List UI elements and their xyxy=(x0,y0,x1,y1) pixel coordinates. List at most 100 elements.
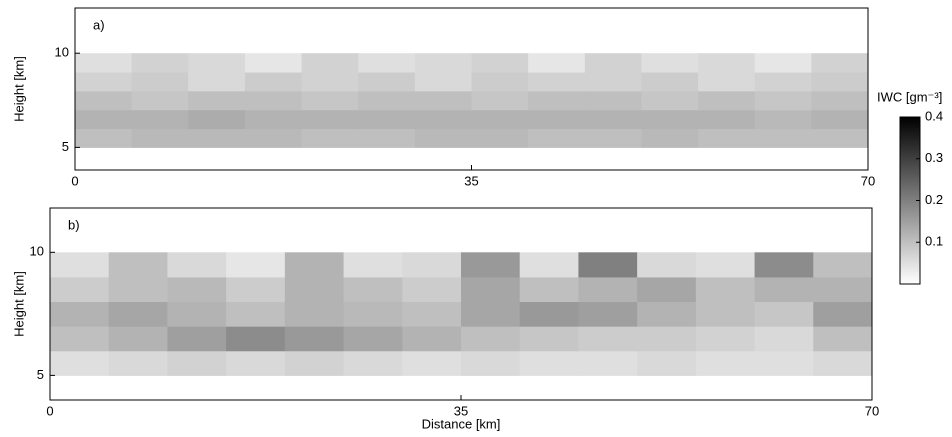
heatmap-cell xyxy=(528,53,586,73)
heatmap-cell xyxy=(528,72,586,92)
heatmap-cell xyxy=(813,301,873,327)
heatmap-cell xyxy=(698,128,756,148)
heatmap-cell xyxy=(414,53,472,73)
heatmap-cell xyxy=(461,326,521,352)
heatmap-cell xyxy=(811,128,869,148)
heatmap-cell xyxy=(284,252,345,278)
heatmap-cell xyxy=(131,72,189,92)
heatmap-cell xyxy=(301,128,359,148)
heatmap-cell xyxy=(754,109,812,130)
x-tick-label: 35 xyxy=(464,173,478,188)
heatmap-cell xyxy=(244,53,303,73)
heatmap-cell xyxy=(813,350,873,376)
colorbar-tick-label: 0.3 xyxy=(925,150,943,165)
heatmap-cell xyxy=(637,350,697,376)
heatmap-cell xyxy=(50,276,110,303)
y-tick-label: 5 xyxy=(62,139,69,154)
heatmap-cell xyxy=(284,350,345,376)
heatmap-cell xyxy=(108,276,168,303)
heatmap-cell xyxy=(698,90,756,111)
heatmap-cell xyxy=(698,72,756,92)
heatmap-cell xyxy=(188,53,246,73)
colorbar-tick-label: 0.4 xyxy=(925,108,943,123)
heatmap-cell xyxy=(284,301,345,327)
heatmap-cell xyxy=(75,72,133,92)
heatmap-cell xyxy=(519,276,579,303)
y-tick-label: 5 xyxy=(37,367,44,382)
heatmap-cell xyxy=(358,72,416,92)
heatmap-cell xyxy=(244,72,303,92)
heatmap-cell xyxy=(244,109,303,130)
heatmap-cell xyxy=(75,128,133,148)
heatmap-cell xyxy=(226,252,286,278)
colorbar-tick-label: 0.2 xyxy=(925,192,943,207)
heatmap-cell xyxy=(358,109,416,130)
heatmap-cell xyxy=(584,72,642,92)
heatmap-cell xyxy=(813,326,873,352)
heatmap-cell xyxy=(284,276,345,303)
heatmap-cell xyxy=(695,326,756,352)
x-tick-label: 70 xyxy=(861,173,875,188)
heatmap-cell xyxy=(167,276,227,303)
heatmap-cell xyxy=(358,128,416,148)
heatmap-cell xyxy=(343,301,403,327)
heatmap-cell xyxy=(471,109,529,130)
heatmap-cell xyxy=(301,53,359,73)
heatmap-cell xyxy=(754,326,814,352)
heatmap-cell xyxy=(471,128,529,148)
heatmap-cell xyxy=(641,72,699,92)
heatmap-cell xyxy=(754,301,814,327)
heatmap-cell xyxy=(226,301,286,327)
heatmap-cell xyxy=(584,109,642,130)
heatmap-cell xyxy=(188,90,246,111)
y-tick-label: 10 xyxy=(55,45,69,60)
heatmap-cell xyxy=(301,72,359,92)
heatmap-cell xyxy=(754,128,812,148)
heatmap-cell xyxy=(471,90,529,111)
heatmap-cell xyxy=(698,109,756,130)
heatmap-cell xyxy=(50,326,110,352)
heatmap-cell xyxy=(637,276,697,303)
heatmap-cell xyxy=(108,326,168,352)
heatmap-cell xyxy=(641,53,699,73)
heatmap-cell xyxy=(754,72,812,92)
heatmap-cell xyxy=(188,72,246,92)
heatmap-cell xyxy=(584,53,642,73)
heatmap-cell xyxy=(695,350,756,376)
heatmap-cell xyxy=(641,90,699,111)
heatmap-cell xyxy=(695,252,756,278)
heatmap-cell xyxy=(811,72,869,92)
heatmap-cell xyxy=(754,53,812,73)
heatmap-cell xyxy=(343,276,403,303)
heatmap-cell xyxy=(519,252,579,278)
heatmap-cell xyxy=(641,128,699,148)
heatmap-cell xyxy=(75,53,133,73)
heatmap-cell xyxy=(226,326,286,352)
heatmap-cell xyxy=(811,109,869,130)
x-tick-label: 0 xyxy=(71,173,78,188)
heatmap-cell xyxy=(641,109,699,130)
heatmap-cell xyxy=(811,53,869,73)
heatmap-cell xyxy=(528,128,586,148)
heatmap-cell xyxy=(414,128,472,148)
heatmap-cell xyxy=(358,53,416,73)
heatmap-cell xyxy=(695,276,756,303)
heatmap-cell xyxy=(244,128,303,148)
heatmap-cell xyxy=(811,90,869,111)
heatmap-cell xyxy=(695,301,756,327)
heatmap-cell xyxy=(50,301,110,327)
heatmap-cell xyxy=(578,276,638,303)
heatmap-cell xyxy=(343,252,403,278)
x-tick-label: 35 xyxy=(454,403,468,418)
heatmap-cell xyxy=(461,252,521,278)
heatmap-cell xyxy=(461,301,521,327)
heatmap-cell xyxy=(343,350,403,376)
heatmap-cell xyxy=(637,301,697,327)
heatmap-cell xyxy=(528,90,586,111)
y-axis-label: Height [km] xyxy=(11,271,26,337)
panel-title: b) xyxy=(68,217,80,232)
panel-title: a) xyxy=(93,17,105,32)
heatmap-cell xyxy=(226,276,286,303)
heatmap-cell xyxy=(167,252,227,278)
